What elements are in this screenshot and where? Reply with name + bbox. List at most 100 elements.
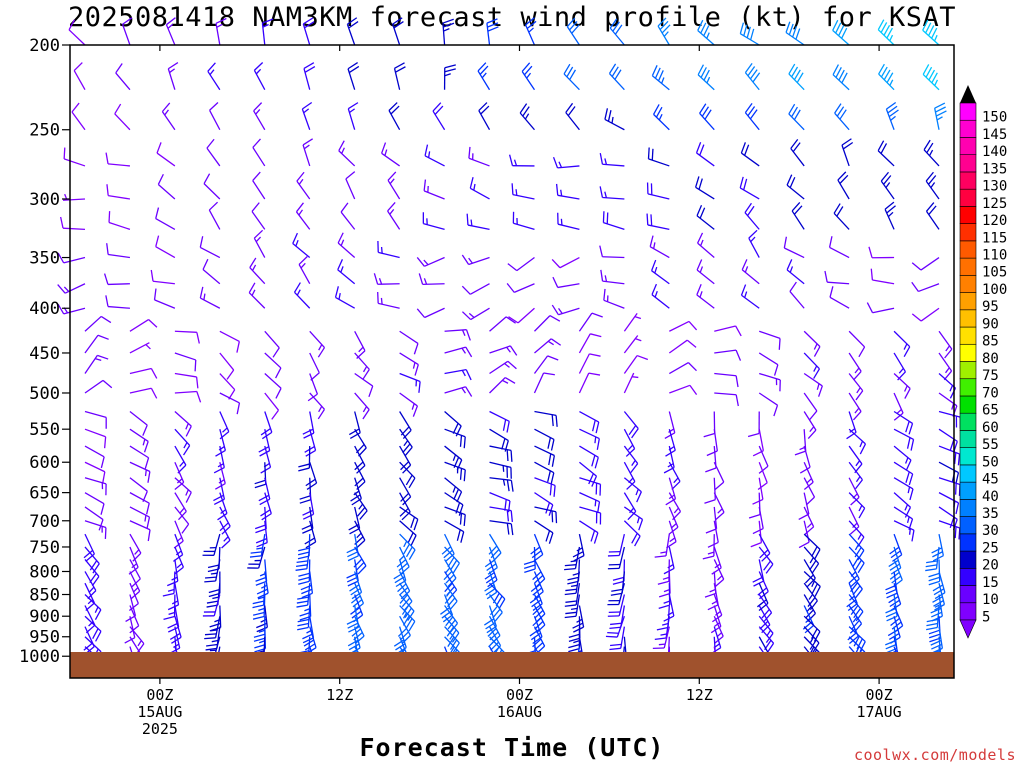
colorbar-label: 85 [982, 334, 999, 350]
wind-barb [579, 506, 602, 525]
wind-barb [848, 626, 866, 652]
wind-barb [664, 411, 676, 440]
wind-barb [167, 62, 179, 90]
wind-barb [84, 354, 109, 374]
y-tick-label: 750 [29, 538, 60, 558]
wind-barb [258, 429, 271, 457]
wind-barb [705, 506, 718, 534]
wind-barb [563, 63, 580, 91]
wind-barb [925, 202, 940, 230]
wind-barb [377, 240, 400, 259]
wind-barb [752, 506, 764, 535]
wind-barb [623, 477, 642, 503]
wind-barb [932, 583, 946, 611]
wind-barb [714, 325, 742, 337]
wind-barb [530, 533, 544, 562]
wind-barb [444, 346, 473, 358]
wind-barb [204, 559, 221, 583]
wind-barb [848, 392, 862, 421]
wind-barb [938, 330, 953, 359]
wind-barb [150, 269, 175, 285]
wind-barb [489, 461, 512, 479]
chart-title: 2025081418 NAM3KM forecast wind profile … [67, 2, 957, 33]
wind-barb [508, 154, 535, 167]
colorbar-label: 45 [982, 472, 999, 488]
wind-barb [534, 461, 555, 484]
wind-barb [602, 211, 625, 231]
wind-barb [338, 140, 356, 167]
y-tick-label: 950 [29, 628, 60, 648]
wind-barb [309, 392, 325, 420]
wind-barb [444, 477, 463, 503]
colorbar-swatch [959, 533, 977, 552]
y-tick-label: 700 [29, 512, 60, 532]
wind-barb [202, 594, 221, 617]
wind-barb [848, 445, 863, 474]
wind-barb [399, 372, 421, 393]
wind-barb [103, 273, 130, 286]
wind-barb [444, 546, 460, 574]
wind-barb [603, 288, 625, 309]
wind-barb [293, 282, 311, 309]
wind-barb [707, 583, 719, 611]
colorbar-label: 30 [982, 523, 999, 539]
wind-barb [249, 257, 266, 285]
wind-barb [930, 594, 943, 622]
wind-barb [399, 392, 419, 417]
wind-barb [848, 373, 864, 401]
wind-barb [803, 506, 815, 535]
wind-barb [889, 533, 903, 562]
wind-barb [893, 392, 904, 421]
wind-barb [354, 372, 374, 398]
wind-barb [337, 259, 356, 285]
wind-barb [387, 171, 401, 200]
wind-barb [84, 410, 107, 429]
wind-barb [489, 345, 518, 356]
wind-barb [713, 461, 725, 491]
wind-barb [848, 546, 865, 574]
wind-barb [758, 445, 769, 474]
wind-barb [348, 411, 361, 440]
wind-barb [292, 232, 311, 259]
wind-barb [828, 236, 850, 259]
wind-barb [607, 533, 626, 557]
credit-link[interactable]: coolwx.com/models [853, 746, 1016, 764]
wind-barb [174, 546, 185, 575]
wind-barb [609, 18, 625, 46]
wind-barb [938, 410, 962, 429]
wind-barb [893, 373, 911, 399]
x-tick-label: 16AUG [497, 703, 542, 721]
wind-barb [295, 546, 311, 571]
colorbar-label: 75 [982, 368, 999, 384]
wind-barb [803, 571, 821, 597]
wind-barb [519, 103, 535, 131]
wind-barb [934, 102, 947, 130]
wind-barb [129, 342, 151, 354]
wind-barb [174, 461, 185, 491]
wind-barb [893, 461, 914, 486]
wind-barb [302, 492, 315, 520]
wind-barb [219, 352, 235, 380]
wind-barb [153, 288, 176, 309]
wind-barb [566, 17, 580, 46]
wind-barb [301, 101, 313, 130]
wind-barb [209, 102, 221, 131]
wind-barb [84, 461, 106, 484]
wind-barb [264, 330, 280, 358]
wind-barb [803, 411, 817, 439]
wind-barb [651, 65, 670, 91]
wind-barb [399, 411, 412, 440]
wind-barb [786, 259, 805, 285]
wind-barb [803, 582, 818, 611]
wind-barb [157, 173, 176, 200]
wind-barb [714, 372, 739, 388]
wind-barb [534, 428, 555, 451]
wind-barb [163, 594, 176, 620]
wind-barb [298, 446, 311, 472]
wind-barb [298, 256, 311, 285]
colorbar-swatch [959, 378, 977, 397]
wind-barb [354, 445, 366, 474]
wind-barb [783, 236, 805, 259]
wind-barb [397, 571, 411, 600]
wind-barb [565, 102, 580, 131]
